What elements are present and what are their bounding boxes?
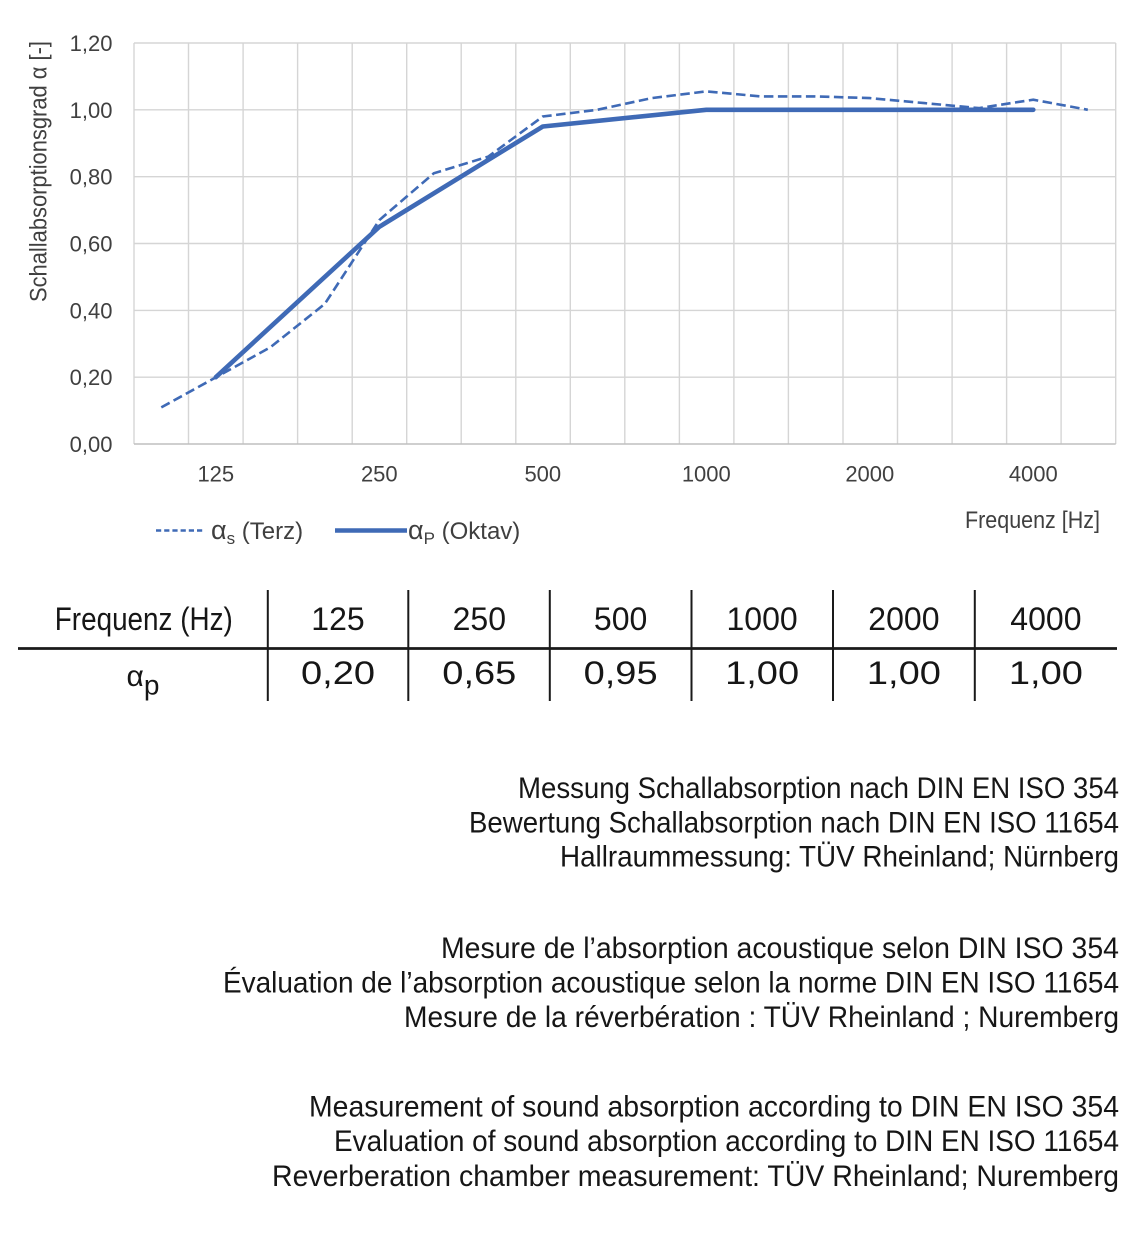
svg-text:1000: 1000 <box>727 601 798 637</box>
svg-text:Mesure de l’absorption acousti: Mesure de l’absorption acoustique selon … <box>441 932 1119 965</box>
svg-text:0,60: 0,60 <box>70 232 113 257</box>
svg-text:Frequenz (Hz): Frequenz (Hz) <box>55 601 233 637</box>
svg-text:125: 125 <box>197 462 234 487</box>
svg-text:Schallabsorptionsgrad α [-]: Schallabsorptionsgrad α [-] <box>26 41 53 302</box>
svg-text:0,20: 0,20 <box>301 655 375 691</box>
svg-text:Reverberation chamber measurem: Reverberation chamber measurement: TÜV R… <box>272 1160 1119 1193</box>
svg-text:0,80: 0,80 <box>70 165 113 190</box>
svg-text:1,00: 1,00 <box>1009 655 1083 691</box>
svg-text:125: 125 <box>311 601 364 637</box>
svg-text:0,20: 0,20 <box>70 365 113 390</box>
svg-text:0,65: 0,65 <box>442 655 516 691</box>
svg-text:1,00: 1,00 <box>70 98 113 123</box>
svg-text:1,20: 1,20 <box>70 31 113 56</box>
svg-text:Measurement of sound absorptio: Measurement of sound absorption accordin… <box>309 1091 1119 1124</box>
svg-text:4000: 4000 <box>1009 462 1058 487</box>
svg-text:500: 500 <box>524 462 561 487</box>
svg-text:250: 250 <box>453 601 506 637</box>
svg-text:1,00: 1,00 <box>867 655 941 691</box>
svg-text:Hallraummessung: TÜV Rheinland: Hallraummessung: TÜV Rheinland; Nürnberg <box>560 840 1119 873</box>
svg-text:Messung Schallabsorption nach: Messung Schallabsorption nach DIN EN ISO… <box>518 772 1119 805</box>
svg-text:Frequenz [Hz]: Frequenz [Hz] <box>965 507 1100 534</box>
svg-text:αs (Terz): αs (Terz) <box>211 515 303 548</box>
svg-text:2000: 2000 <box>845 462 894 487</box>
svg-text:1,00: 1,00 <box>725 655 799 691</box>
svg-text:Évaluation de l’absorption aco: Évaluation de l’absorption acoustique se… <box>223 966 1119 999</box>
svg-text:0,40: 0,40 <box>70 298 113 323</box>
svg-text:Mesure de la réverbération : T: Mesure de la réverbération : TÜV Rheinla… <box>404 1001 1119 1034</box>
svg-text:Evaluation of sound absorption: Evaluation of sound absorption according… <box>334 1125 1119 1158</box>
svg-text:0,95: 0,95 <box>584 655 658 691</box>
svg-text:1000: 1000 <box>682 462 731 487</box>
svg-text:0,00: 0,00 <box>70 432 113 457</box>
svg-text:500: 500 <box>594 601 647 637</box>
svg-text:250: 250 <box>361 462 398 487</box>
svg-text:4000: 4000 <box>1010 601 1081 637</box>
svg-text:2000: 2000 <box>868 601 939 637</box>
svg-text:Bewertung Schallabsorption nac: Bewertung Schallabsorption nach DIN EN I… <box>469 806 1119 839</box>
